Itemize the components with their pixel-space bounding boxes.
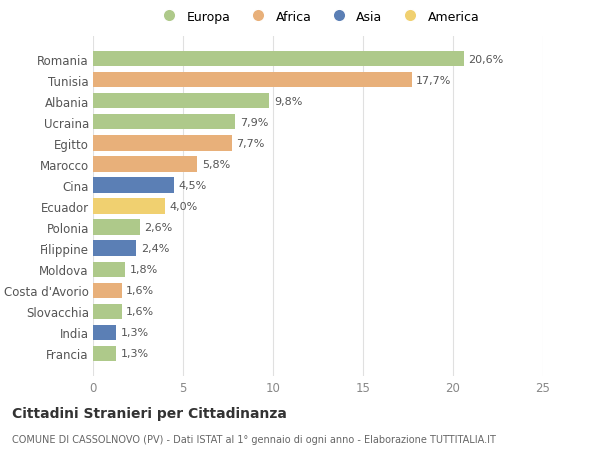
Bar (93, 283, 122, 298)
Text: 2,6%: 2,6% (145, 223, 173, 233)
Text: 1,6%: 1,6% (127, 285, 154, 296)
Bar (93, 73, 412, 88)
Text: 9,8%: 9,8% (274, 97, 302, 106)
Bar (93, 157, 197, 172)
Bar (93, 346, 116, 361)
Text: 5,8%: 5,8% (202, 160, 230, 169)
Text: 20,6%: 20,6% (469, 55, 503, 65)
Bar (93, 241, 136, 256)
Text: 7,7%: 7,7% (236, 139, 265, 149)
Bar (93, 52, 464, 67)
Bar (93, 220, 140, 235)
Text: 17,7%: 17,7% (416, 76, 451, 86)
Bar (93, 115, 235, 130)
Text: 1,6%: 1,6% (127, 307, 154, 316)
Bar (93, 262, 125, 277)
Text: 1,3%: 1,3% (121, 327, 149, 337)
Text: 1,8%: 1,8% (130, 264, 158, 274)
Text: Cittadini Stranieri per Cittadinanza: Cittadini Stranieri per Cittadinanza (12, 406, 287, 420)
Text: 4,5%: 4,5% (179, 180, 207, 190)
Text: 2,4%: 2,4% (140, 244, 169, 253)
Text: 4,0%: 4,0% (170, 202, 198, 212)
Bar (93, 136, 232, 151)
Bar (93, 304, 122, 319)
Text: 7,9%: 7,9% (240, 118, 268, 128)
Bar (93, 325, 116, 340)
Bar (93, 178, 174, 193)
Bar (93, 199, 165, 214)
Text: COMUNE DI CASSOLNOVO (PV) - Dati ISTAT al 1° gennaio di ogni anno - Elaborazione: COMUNE DI CASSOLNOVO (PV) - Dati ISTAT a… (12, 434, 496, 444)
Legend: Europa, Africa, Asia, America: Europa, Africa, Asia, America (157, 11, 479, 24)
Text: 1,3%: 1,3% (121, 348, 149, 358)
Bar (93, 94, 269, 109)
